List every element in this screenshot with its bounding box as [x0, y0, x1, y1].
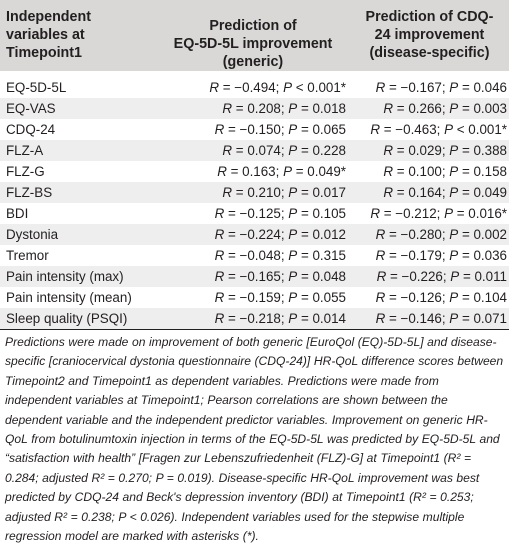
variable-cell: Pain intensity (mean)	[6, 290, 132, 305]
variable-cell: Tremor	[6, 248, 49, 263]
table-row: CDQ-24 R = −0.150; P = 0.065 R = −0.463; P…	[0, 119, 509, 140]
table-row: Sleep quality (PSQI) R = −0.218; P = 0.01…	[0, 308, 509, 329]
specific-prediction-cell: R = 0.029; P = 0.388	[383, 143, 507, 158]
specific-prediction-cell: R = −0.167; P = 0.046	[375, 80, 507, 95]
specific-prediction-cell: R = −0.146; P = 0.071	[375, 311, 507, 326]
specific-prediction-cell: R = −0.212; P = 0.016*	[370, 206, 507, 221]
table-row: EQ-5D-5L R = −0.494; P < 0.001* R = −0.167…	[0, 77, 509, 98]
generic-prediction-cell: R = −0.224; P = 0.012	[214, 227, 346, 242]
generic-prediction-cell: R = 0.074; P = 0.228	[222, 143, 346, 158]
table-row: Tremor R = −0.048; P = 0.315 R = −0.179; P…	[0, 245, 509, 266]
specific-prediction-cell: R = 0.100; P = 0.158	[383, 164, 507, 179]
header-cdq24-prediction: Prediction of CDQ- 24 improvement (disea…	[365, 9, 494, 61]
table-body: EQ-5D-5L R = −0.494; P < 0.001* R = −0.167…	[0, 77, 509, 329]
specific-prediction-cell: R = −0.463; P < 0.001*	[370, 122, 507, 137]
generic-prediction-cell: R = 0.210; P = 0.017	[222, 185, 346, 200]
specific-prediction-cell: R = −0.126; P = 0.104	[375, 290, 507, 305]
specific-prediction-cell: R = 0.164; P = 0.049	[383, 185, 507, 200]
generic-prediction-cell: R = −0.159; P = 0.055	[214, 290, 346, 305]
table-footnote: Predictions were made on improvement of …	[5, 335, 504, 544]
variable-cell: FLZ-G	[6, 164, 45, 179]
specific-prediction-cell: R = −0.280; P = 0.002	[375, 227, 507, 242]
specific-prediction-cell: R = −0.179; P = 0.036	[375, 248, 507, 263]
table-row: FLZ-A R = 0.074; P = 0.228 R = 0.029; P = …	[0, 140, 509, 161]
variable-cell: Pain intensity (max)	[6, 269, 124, 284]
generic-prediction-cell: R = −0.165; P = 0.048	[214, 269, 346, 284]
table-row: EQ-VAS R = 0.208; P = 0.018 R = 0.266; P =…	[0, 98, 509, 119]
table-row: BDI R = −0.125; P = 0.105 R = −0.212; P = …	[0, 203, 509, 224]
table-row: Pain intensity (mean) R = −0.159; P = 0.0…	[0, 287, 509, 308]
variable-cell: EQ-VAS	[6, 101, 56, 116]
variable-cell: Sleep quality (PSQI)	[6, 311, 128, 326]
variable-cell: EQ-5D-5L	[6, 80, 67, 95]
generic-prediction-cell: R = −0.494; P < 0.001*	[209, 80, 346, 95]
table-row: FLZ-BS R = 0.210; P = 0.017 R = 0.164; P =…	[0, 182, 509, 203]
header-eq5d-prediction: Prediction of EQ-5D-5L improvement (gene…	[173, 18, 333, 70]
generic-prediction-cell: R = −0.125; P = 0.105	[214, 206, 346, 221]
generic-prediction-cell: R = −0.048; P = 0.315	[214, 248, 346, 263]
variable-cell: CDQ-24	[6, 122, 56, 137]
table-bottom-rule	[0, 329, 509, 330]
variable-cell: FLZ-A	[6, 143, 44, 158]
table-row: Dystonia R = −0.224; P = 0.012 R = −0.280;…	[0, 224, 509, 245]
table-row: FLZ-G R = 0.163; P = 0.049* R = 0.100; P =…	[0, 161, 509, 182]
variable-cell: BDI	[6, 206, 29, 221]
generic-prediction-cell: R = 0.163; P = 0.049*	[217, 164, 346, 179]
specific-prediction-cell: R = 0.266; P = 0.003	[383, 101, 507, 116]
generic-prediction-cell: R = 0.208; P = 0.018	[222, 101, 346, 116]
header-independent-variables: Independent variables at Timepoint1	[6, 9, 91, 61]
specific-prediction-cell: R = −0.226; P = 0.011	[376, 269, 507, 284]
generic-prediction-cell: R = −0.150; P = 0.065	[214, 122, 346, 137]
table-row: Pain intensity (max) R = −0.165; P = 0.04…	[0, 266, 509, 287]
generic-prediction-cell: R = −0.218; P = 0.014	[214, 311, 346, 326]
variable-cell: Dystonia	[6, 227, 59, 242]
table-header: Independent variables at Timepoint1 Pred…	[0, 0, 509, 71]
variable-cell: FLZ-BS	[6, 185, 53, 200]
